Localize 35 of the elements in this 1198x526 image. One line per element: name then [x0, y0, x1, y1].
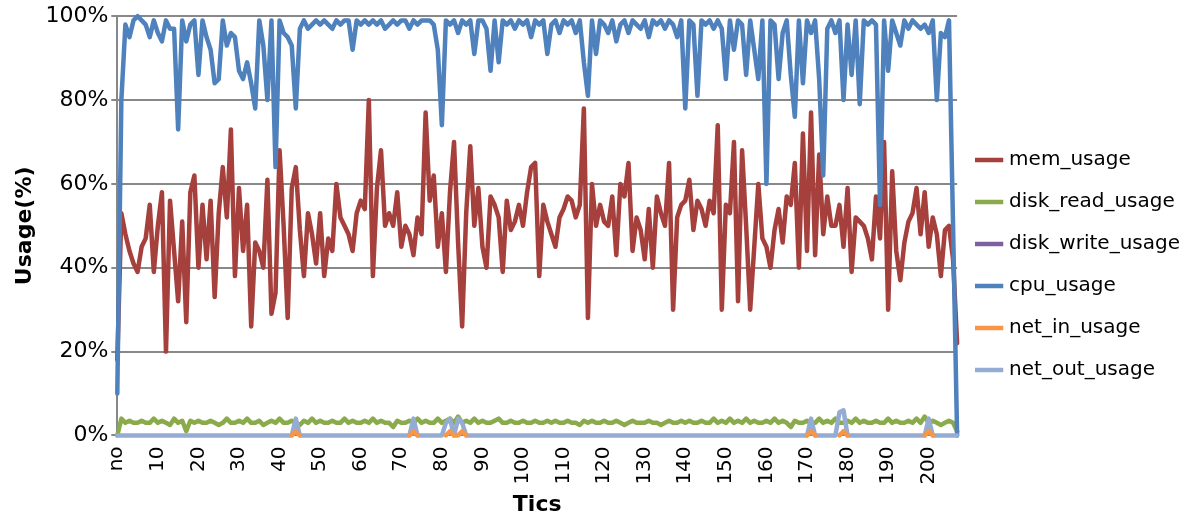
x-tick-label: 100 — [509, 446, 534, 485]
x-tick-label: 60 — [346, 446, 371, 472]
x-tick-label: 150 — [712, 446, 737, 485]
x-axis-title: Tics — [512, 490, 562, 516]
x-tick-label: 40 — [265, 446, 290, 472]
legend-label: mem_usage — [1009, 146, 1131, 171]
y-tick-label: 80% — [59, 85, 109, 111]
y-tick-label: 0% — [73, 421, 109, 447]
y-axis-title: Usage(%) — [10, 166, 36, 286]
x-tick-label: 50 — [306, 446, 331, 472]
x-tick-label: 110 — [549, 446, 574, 485]
legend-label: disk_write_usage — [1009, 230, 1180, 255]
x-tick-label: 130 — [630, 446, 655, 485]
x-tick-label: no — [103, 446, 128, 472]
x-tick-label: 10 — [144, 446, 169, 472]
x-tick-label: 80 — [428, 446, 453, 472]
y-tick-label: 40% — [59, 253, 109, 279]
x-tick-label: 170 — [793, 446, 818, 485]
legend-label: disk_read_usage — [1009, 188, 1175, 213]
x-tick-label: 180 — [833, 446, 858, 485]
y-tick-label: 100% — [45, 1, 109, 27]
x-tick-label: 70 — [387, 446, 412, 472]
x-tick-label: 120 — [590, 446, 615, 485]
x-tick-label: 90 — [468, 446, 493, 472]
legend-label: net_in_usage — [1009, 314, 1141, 339]
legend-label: cpu_usage — [1009, 272, 1116, 297]
x-tick-label: 200 — [914, 446, 939, 485]
x-tick-label: 160 — [752, 446, 777, 485]
y-tick-label: 20% — [59, 337, 109, 363]
legend-label: net_out_usage — [1009, 356, 1156, 381]
x-tick-label: 30 — [225, 446, 250, 472]
x-tick-label: 190 — [874, 446, 899, 485]
y-tick-label: 60% — [59, 169, 109, 195]
x-tick-label: 20 — [184, 446, 209, 472]
x-tick-label: 140 — [671, 446, 696, 485]
